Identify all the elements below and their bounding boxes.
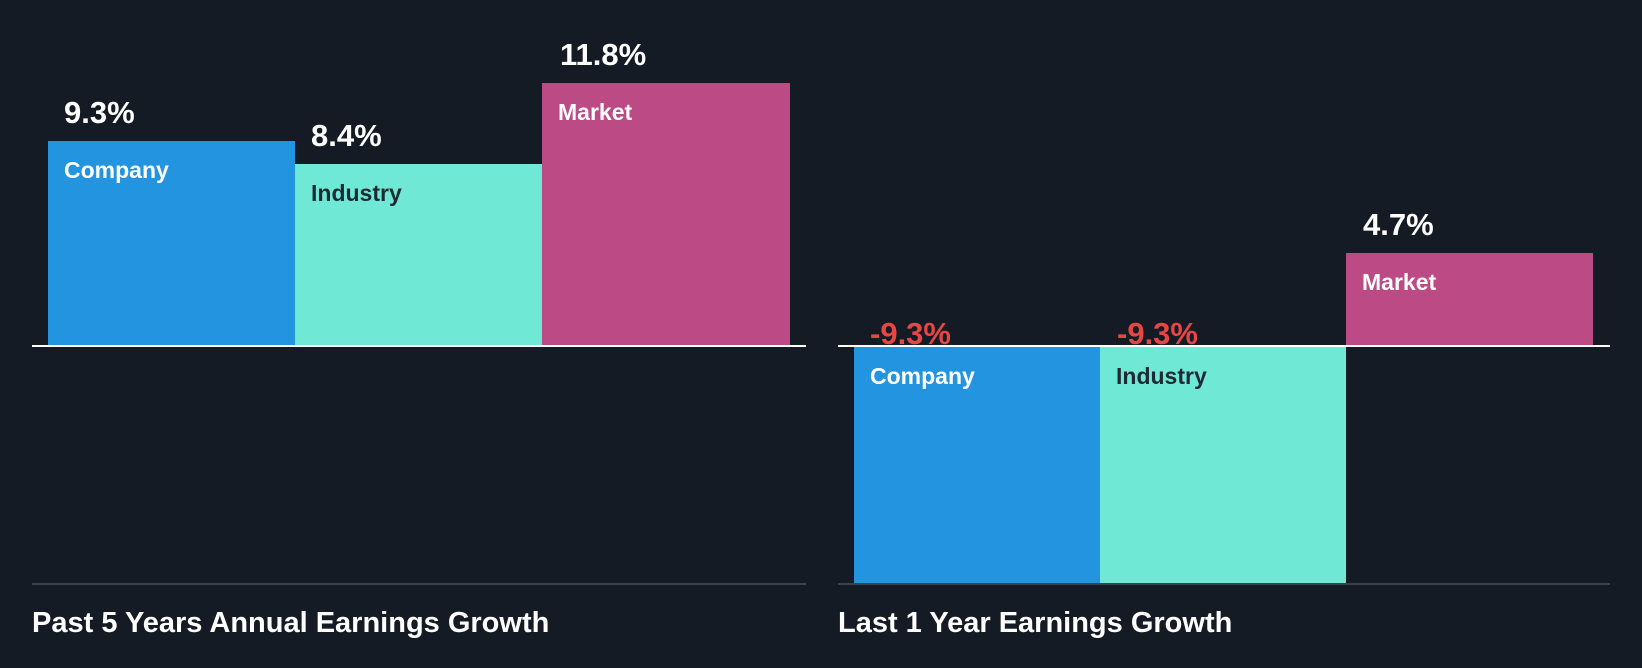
industry-bar: Industry — [1100, 347, 1346, 584]
company-bar: Company — [854, 347, 1100, 584]
industry-value-label: 8.4% — [311, 118, 382, 153]
market-value-label: 4.7% — [1363, 207, 1434, 242]
industry-bar-label: Industry — [311, 180, 402, 206]
market-bar-label: Market — [558, 99, 633, 125]
zero-baseline — [838, 345, 1610, 347]
zero-baseline — [32, 345, 806, 347]
market-bar: Market — [1346, 253, 1593, 346]
x-axis-line — [838, 583, 1610, 585]
chart-title: Last 1 Year Earnings Growth — [838, 607, 1233, 639]
past-5-years-chart: 9.3% Company 8.4% Industry 11.8% Market … — [0, 0, 820, 668]
market-bar: Market — [542, 83, 790, 346]
market-bar-label: Market — [1362, 269, 1437, 295]
company-value-label: 9.3% — [64, 95, 135, 130]
industry-bar-label: Industry — [1116, 363, 1207, 389]
chart-title: Past 5 Years Annual Earnings Growth — [32, 607, 550, 639]
company-bar: Company — [48, 141, 295, 346]
market-value-label: 11.8% — [560, 37, 647, 72]
company-bar-label: Company — [870, 363, 975, 389]
company-bar-label: Company — [64, 157, 169, 183]
industry-bar: Industry — [295, 164, 542, 346]
x-axis-line — [32, 583, 806, 585]
